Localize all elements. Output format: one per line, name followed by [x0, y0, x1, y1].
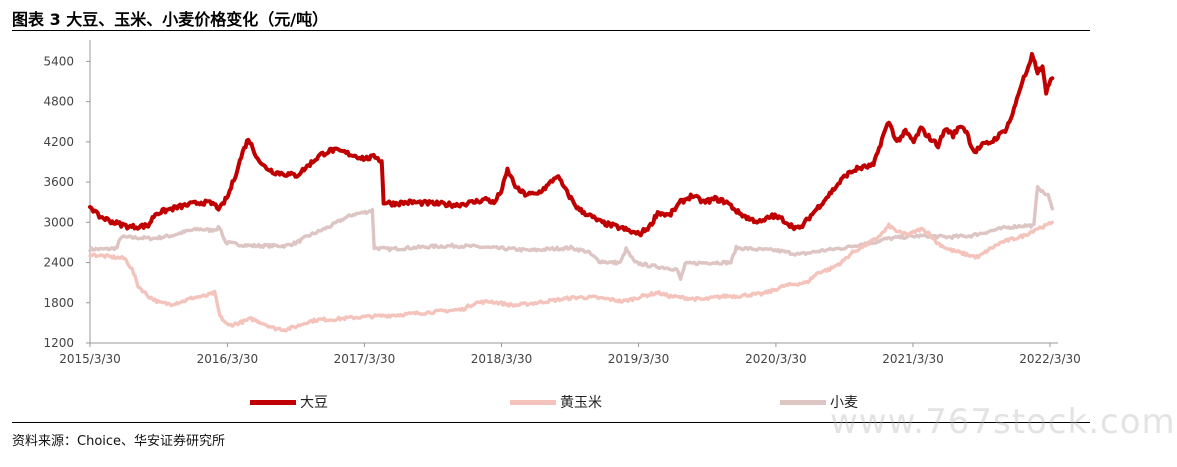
legend-label: 小麦 — [830, 395, 858, 411]
footer-divider — [12, 422, 1090, 423]
legend-item: 黄玉米 — [510, 388, 602, 416]
legend-item: 小麦 — [780, 388, 858, 416]
y-tick-label: 1200 — [43, 336, 74, 350]
header-bar: 图表 3 大豆、玉米、小麦价格变化（元/吨） — [12, 0, 1090, 31]
x-tick-label: 2021/3/30 — [882, 352, 944, 366]
legend-label: 大豆 — [300, 395, 328, 411]
legend: 大豆 黄玉米 小麦 — [0, 388, 1177, 416]
x-tick-label: 2019/3/30 — [608, 352, 670, 366]
y-tick-label: 4200 — [43, 135, 74, 149]
legend-swatch — [780, 399, 826, 405]
series-line-soybean — [88, 51, 1055, 238]
x-tick-label: 2020/3/30 — [745, 352, 807, 366]
series-line-wheat — [88, 185, 1054, 281]
legend-swatch — [250, 399, 296, 405]
legend-swatch — [510, 399, 556, 405]
y-tick-label: 3600 — [43, 175, 74, 189]
watermark: www.767stock.com — [830, 402, 1176, 442]
x-tick-label: 2016/3/30 — [197, 352, 259, 366]
y-tick-label: 5400 — [43, 54, 74, 68]
legend-item: 大豆 — [250, 388, 328, 416]
x-tick-label: 2022/3/30 — [1019, 352, 1081, 366]
x-tick-label: 2017/3/30 — [334, 352, 396, 366]
y-tick-label: 1800 — [43, 296, 74, 310]
y-tick-label: 2400 — [43, 256, 74, 270]
x-tick-label: 2018/3/30 — [471, 352, 533, 366]
legend-label: 黄玉米 — [560, 395, 602, 411]
y-tick-label: 3000 — [43, 215, 74, 229]
source-note: 资料来源：Choice、华安证券研究所 — [12, 434, 226, 449]
chart-title: 图表 3 大豆、玉米、小麦价格变化（元/吨） — [12, 10, 329, 29]
y-tick-label: 4800 — [43, 95, 74, 109]
series-line-corn — [88, 220, 1054, 333]
x-tick-label: 2015/3/30 — [59, 352, 121, 366]
